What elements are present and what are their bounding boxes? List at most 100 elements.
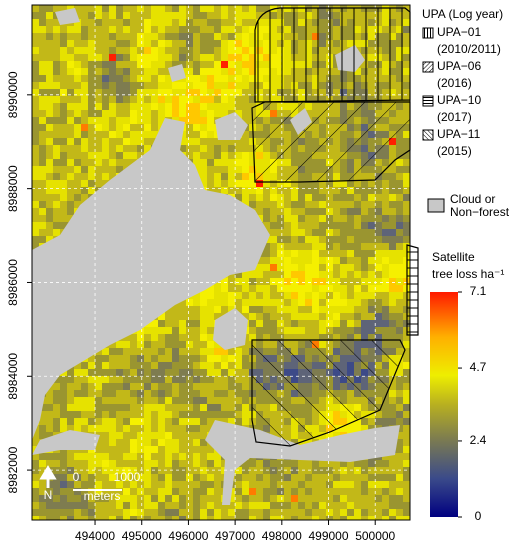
raster-cell [333, 327, 341, 335]
raster-cell [158, 61, 166, 69]
raster-cell [144, 446, 152, 454]
raster-cell [354, 516, 362, 520]
raster-cell [333, 278, 341, 286]
raster-cell [32, 439, 40, 447]
raster-cell [256, 327, 264, 335]
raster-cell [319, 299, 327, 307]
raster-cell [200, 397, 208, 405]
raster-cell [214, 145, 222, 153]
raster-cell [102, 82, 110, 90]
raster-cell [193, 516, 201, 520]
raster-cell [123, 75, 131, 83]
raster-cell [193, 61, 201, 69]
raster-cell [291, 271, 299, 279]
raster-cell [186, 418, 194, 426]
raster-cell [333, 516, 341, 520]
raster-cell [361, 320, 369, 328]
raster-cell [144, 47, 152, 55]
raster-cell [242, 509, 250, 517]
raster-cell [361, 278, 369, 286]
raster-cell [39, 194, 47, 202]
raster-cell [81, 110, 89, 118]
raster-cell [389, 264, 397, 272]
raster-cell [179, 313, 187, 321]
raster-cell [200, 509, 208, 517]
raster-cell [368, 215, 376, 223]
raster-cell [368, 306, 376, 314]
raster-cell [242, 61, 250, 69]
raster-cell [403, 208, 410, 216]
raster-cell [32, 96, 40, 104]
raster-cell [242, 26, 250, 34]
raster-cell [235, 474, 243, 482]
raster-cell [347, 495, 355, 503]
raster-cell [95, 117, 103, 125]
raster-cell [242, 5, 250, 13]
raster-cell [249, 82, 257, 90]
y-tick-label: 8984000 [6, 353, 20, 400]
raster-cell [228, 292, 236, 300]
raster-cell [39, 432, 47, 440]
raster-cell [354, 194, 362, 202]
raster-cell [277, 460, 285, 468]
raster-cell [39, 222, 47, 230]
raster-cell [32, 453, 40, 461]
raster-cell [60, 404, 68, 412]
raster-cell [389, 390, 397, 398]
raster-cell [319, 250, 327, 258]
raster-cell [32, 103, 40, 111]
raster-cell [214, 397, 222, 405]
raster-cell [284, 180, 292, 188]
raster-cell [137, 341, 145, 349]
raster-cell [179, 54, 187, 62]
raster-cell [228, 348, 236, 356]
raster-cell [403, 397, 410, 405]
raster-cell [277, 243, 285, 251]
raster-cell [319, 467, 327, 475]
raster-cell [396, 439, 404, 447]
raster-cell [46, 117, 54, 125]
raster-cell [81, 124, 89, 132]
colorbar-tick-label: 4.7 [470, 360, 487, 374]
raster-cell [312, 488, 320, 496]
raster-cell [368, 411, 376, 419]
raster-cell [172, 411, 180, 419]
raster-cell [305, 208, 313, 216]
raster-cell [151, 89, 159, 97]
raster-cell [151, 509, 159, 517]
raster-cell [228, 390, 236, 398]
raster-cell [39, 229, 47, 237]
raster-cell [228, 397, 236, 405]
raster-cell [123, 516, 131, 520]
raster-cell [172, 313, 180, 321]
y-tick-label: 8988000 [6, 165, 20, 212]
raster-cell [179, 306, 187, 314]
raster-cell [270, 474, 278, 482]
raster-cell [102, 12, 110, 20]
raster-cell [158, 82, 166, 90]
raster-cell [165, 376, 173, 384]
raster-cell [67, 404, 75, 412]
raster-cell [116, 5, 124, 13]
raster-cell [403, 516, 410, 520]
raster-cell [221, 362, 229, 370]
raster-cell [172, 26, 180, 34]
raster-cell [144, 467, 152, 475]
raster-cell [123, 47, 131, 55]
raster-cell [242, 89, 250, 97]
raster-cell [298, 215, 306, 223]
raster-cell [403, 222, 410, 230]
raster-cell [116, 54, 124, 62]
raster-cell [39, 19, 47, 27]
raster-cell [207, 285, 215, 293]
raster-cell [95, 110, 103, 118]
raster-cell [361, 194, 369, 202]
raster-cell [116, 152, 124, 160]
raster-cell [312, 292, 320, 300]
raster-cell [39, 124, 47, 132]
raster-cell [193, 397, 201, 405]
raster-cell [249, 495, 257, 503]
raster-cell [361, 271, 369, 279]
raster-cell [270, 187, 278, 195]
raster-cell [277, 495, 285, 503]
